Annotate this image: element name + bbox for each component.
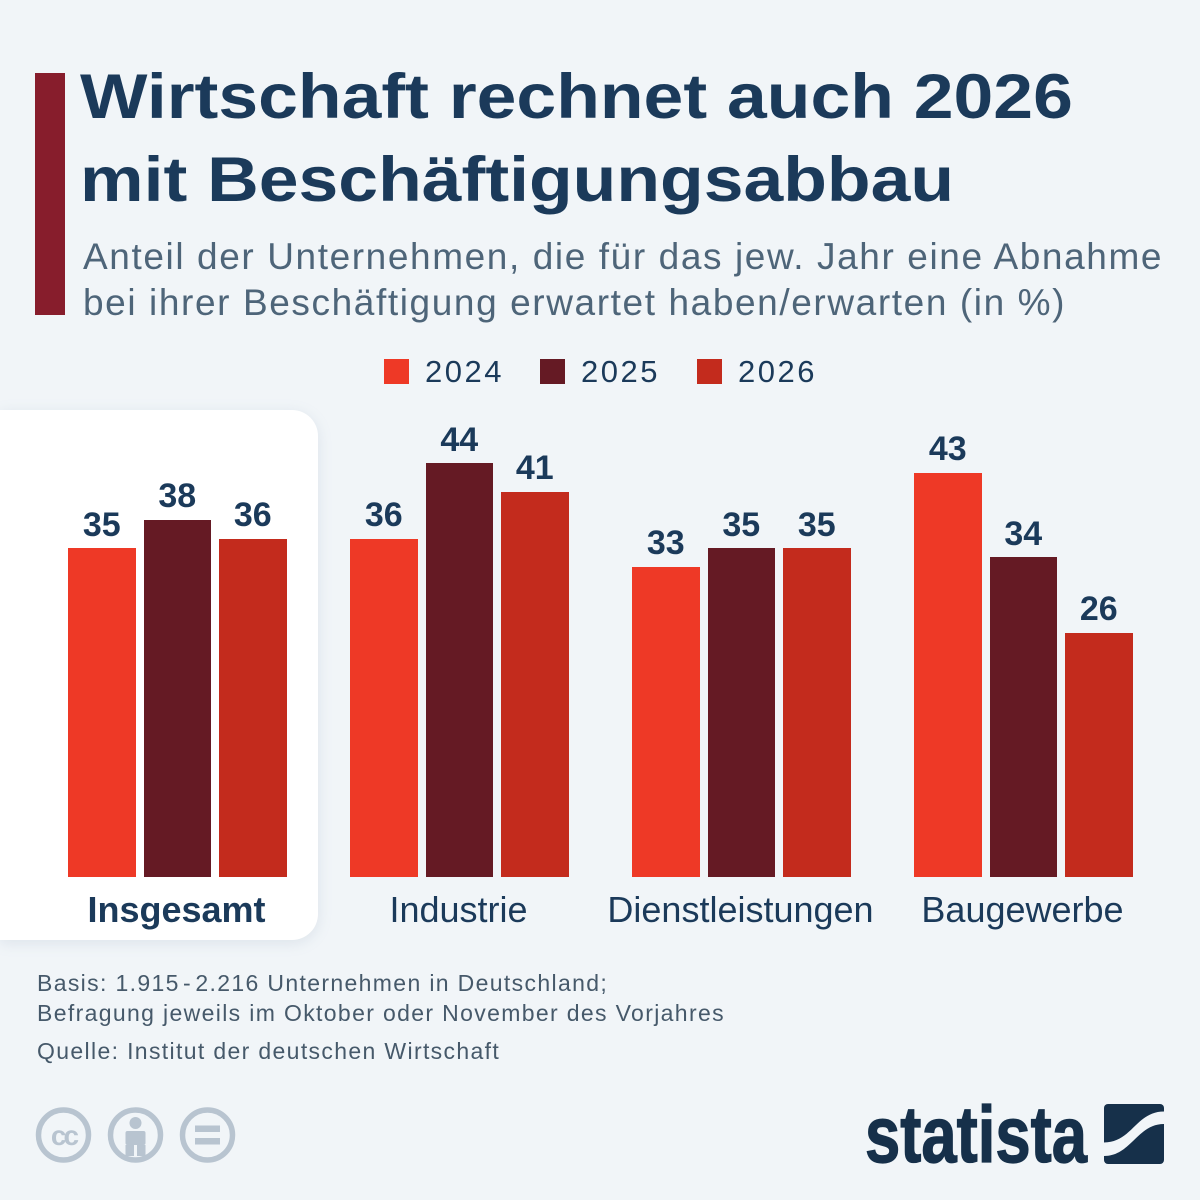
svg-text:cc: cc <box>51 1120 79 1151</box>
svg-text:statista: statista <box>865 1095 1087 1175</box>
